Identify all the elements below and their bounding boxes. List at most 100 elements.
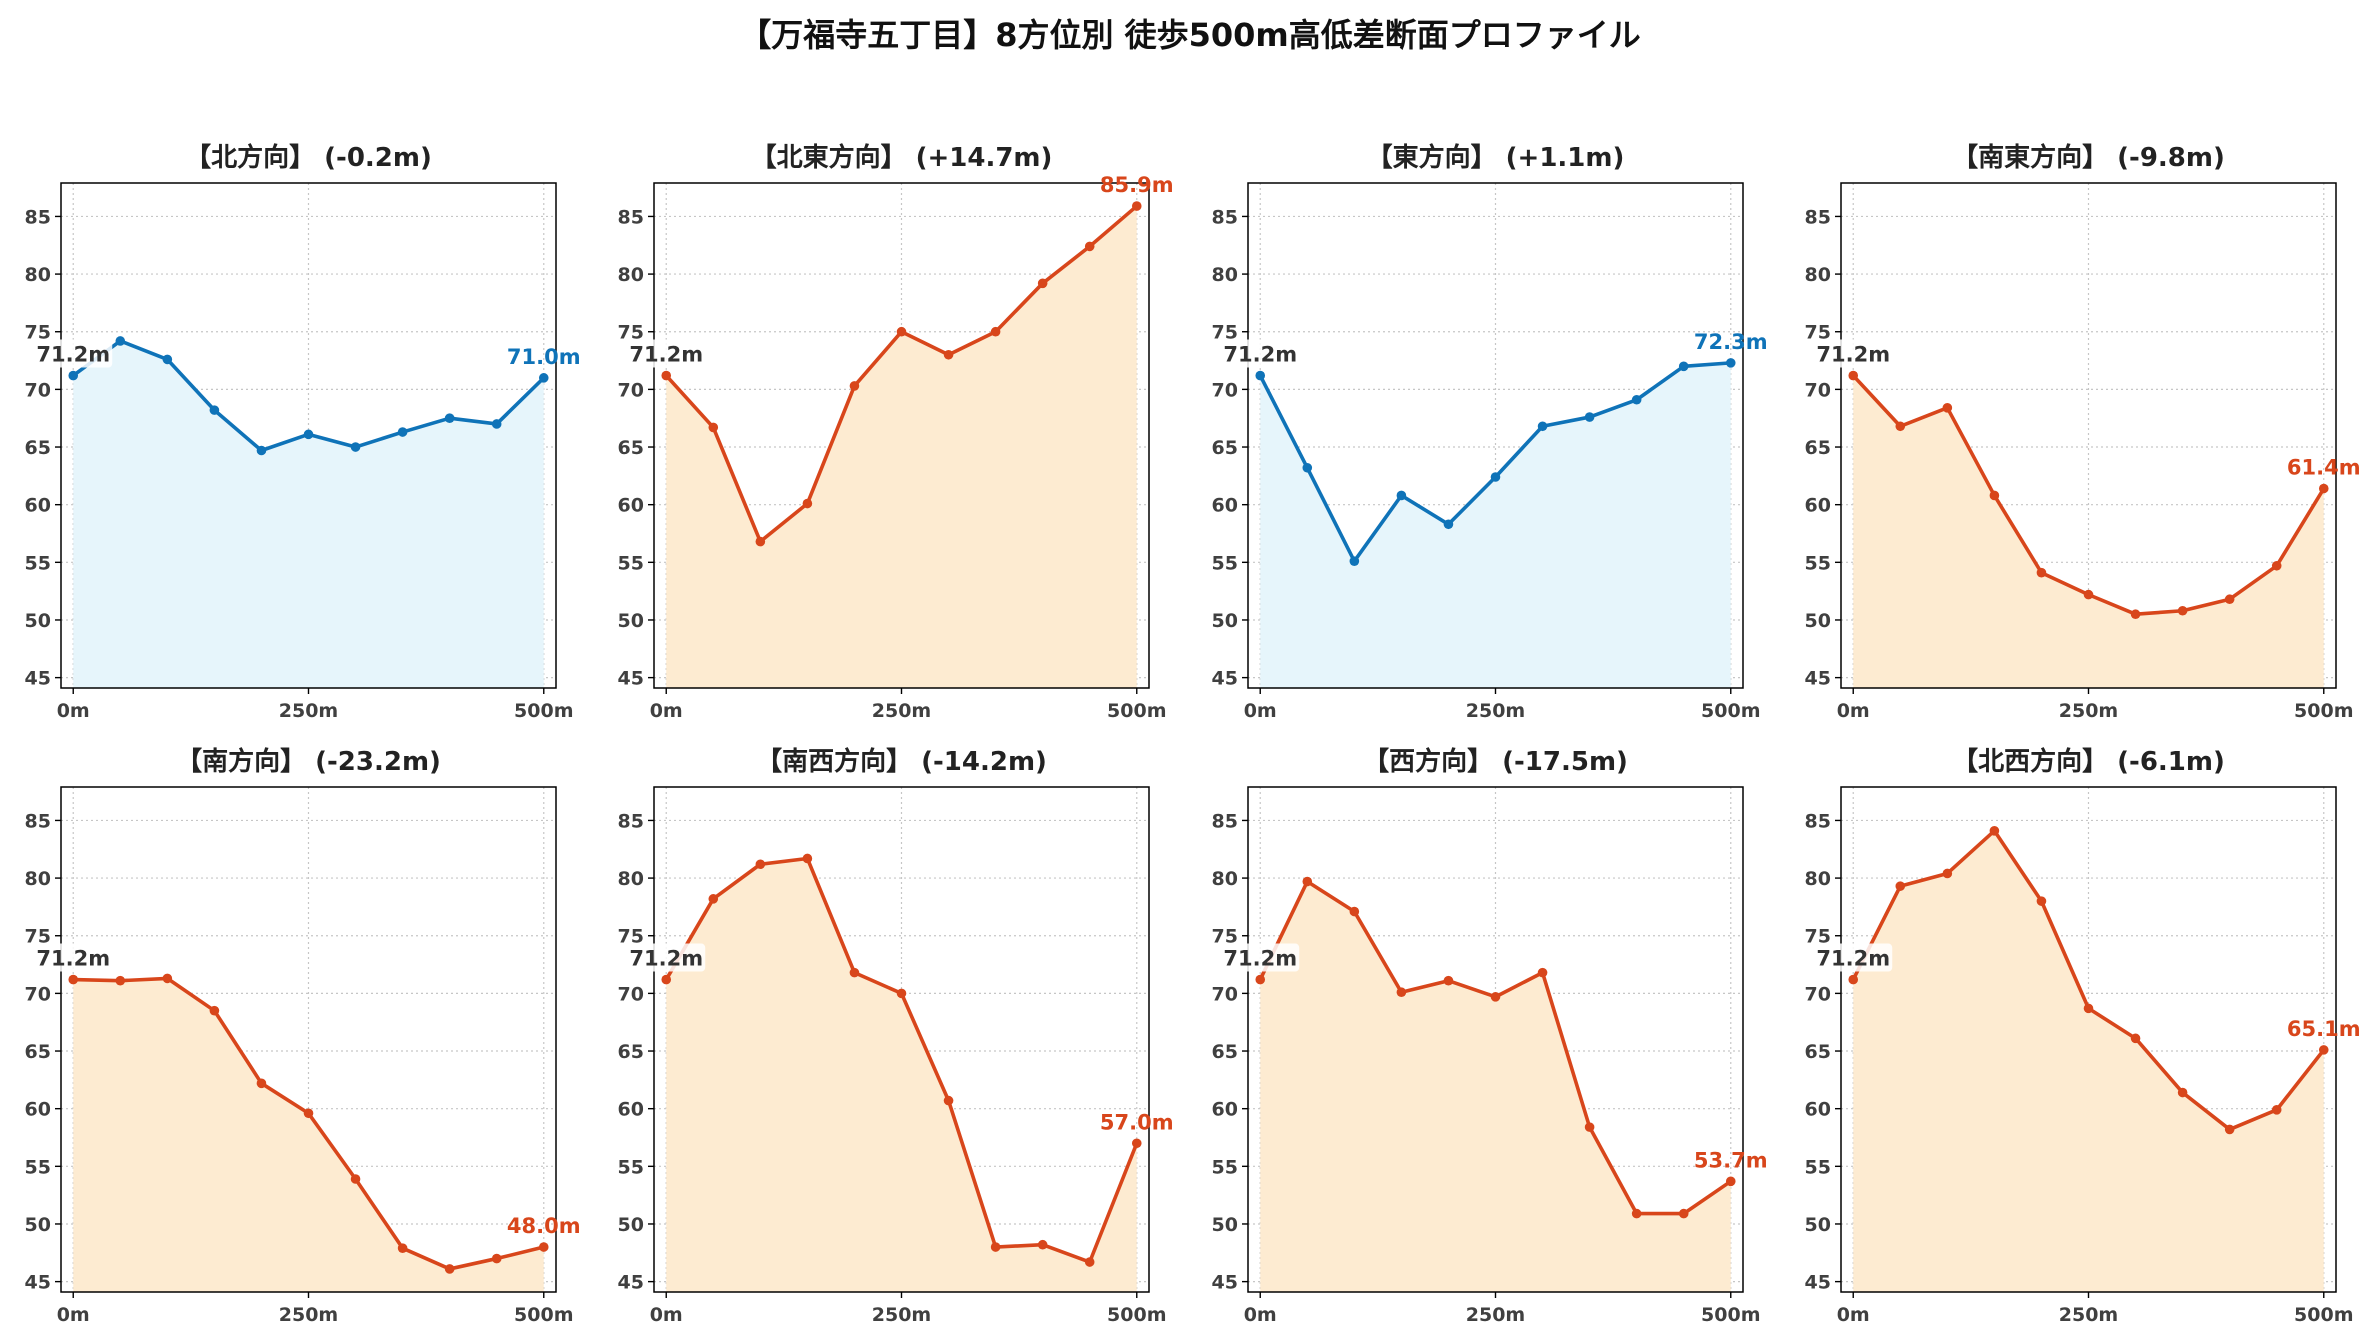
subplot-title: 【北東方向】 (+14.7m) [751,142,1053,173]
y-tick-label: 65 [1805,1041,1831,1063]
start-elevation-label: 71.2m [629,947,703,971]
data-point [943,1095,954,1106]
data-point [1584,412,1595,422]
y-tick-label: 70 [1212,983,1238,1005]
y-tick-label: 80 [25,868,51,890]
y-tick-label: 60 [618,495,644,517]
data-point [1255,370,1266,381]
start-elevation-label: 71.2m [36,343,110,367]
data-point [849,967,860,978]
x-tick-label: 250m [1466,1304,1525,1326]
y-tick-label: 85 [25,206,51,228]
start-label-box [34,339,113,368]
data-point [990,1242,1001,1252]
data-point [802,853,813,864]
x-tick-label: 250m [279,1304,338,1326]
y-tick-label: 45 [25,668,51,690]
data-point [1443,975,1454,986]
data-point [1443,519,1454,530]
data-point [1084,241,1095,252]
y-tick-label: 70 [25,983,51,1005]
start-elevation-label: 71.2m [1223,947,1297,971]
data-point [1848,974,1859,985]
y-tick-label: 70 [1805,379,1831,401]
y-tick-label: 45 [1805,668,1831,690]
x-tick-label: 500m [1107,1304,1166,1326]
subplot-title: 【東方向】 (+1.1m) [1367,142,1625,173]
y-tick-label: 50 [1212,1214,1238,1236]
y-tick-label: 60 [1212,495,1238,517]
data-point [990,326,1001,337]
y-tick-label: 45 [25,1272,51,1294]
y-tick-label: 80 [618,264,644,286]
y-tick-label: 45 [1212,668,1238,690]
data-point [444,413,455,424]
data-point [397,1243,408,1253]
subplot-west: 【西方向】 (-17.5m) 45 50 55 60 65 70 75 80 85 0m 250m 50… [1212,746,1768,1326]
data-point [209,1005,220,1016]
y-tick-label: 70 [618,983,644,1005]
x-tick-label: 250m [872,700,931,722]
start-elevation-label: 71.2m [1816,947,1890,971]
y-tick-label: 60 [25,1099,51,1121]
data-point [1396,490,1407,501]
data-point [1037,1239,1048,1250]
x-tick-label: 500m [1701,700,1760,722]
y-tick-label: 85 [1212,206,1238,228]
y-tick-label: 70 [618,379,644,401]
data-point [1631,1208,1642,1219]
start-elevation-label: 71.2m [1816,343,1890,367]
y-tick-label: 75 [1212,926,1238,948]
subplot-title: 【南西方向】 (-14.2m) [756,746,1047,777]
x-tick-label: 0m [57,700,90,722]
area-fill [73,978,544,1292]
data-point [755,859,766,870]
y-tick-label: 50 [1212,610,1238,632]
x-tick-label: 0m [1837,1304,1870,1326]
x-tick-label: 0m [1244,1304,1277,1326]
y-tick-label: 55 [25,552,51,574]
y-tick-label: 75 [1805,322,1831,344]
data-point [1942,403,1953,413]
y-tick-label: 80 [618,868,644,890]
y-tick-label: 85 [25,810,51,832]
start-label-box [627,339,706,368]
data-point [303,1108,314,1119]
x-tick-label: 0m [1244,700,1277,722]
y-tick-label: 80 [1212,868,1238,890]
y-tick-label: 80 [1805,868,1831,890]
data-point [1989,826,2000,836]
end-elevation-label: 71.0m [507,345,581,369]
data-point [2318,1045,2329,1055]
end-elevation-label: 72.3m [1694,330,1768,354]
subplot-title: 【北方向】 (-0.2m) [185,142,432,173]
y-tick-label: 75 [25,322,51,344]
data-point [1349,906,1360,917]
area-fill [1853,830,2324,1292]
y-tick-label: 65 [1212,1041,1238,1063]
y-tick-label: 80 [25,264,51,286]
subplot-north: 【北方向】 (-0.2m) 45 50 55 60 65 70 75 80 85 0m 250m 500… [25,142,581,722]
x-tick-label: 250m [1466,700,1525,722]
y-tick-label: 50 [25,610,51,632]
area-fill [1260,362,1731,688]
data-point [2271,560,2282,571]
end-elevation-label: 65.1m [2287,1017,2361,1041]
data-point [1895,421,1906,432]
y-tick-label: 85 [618,810,644,832]
data-point [896,988,907,999]
data-point [350,442,361,452]
y-tick-label: 55 [1212,552,1238,574]
end-elevation-label: 53.7m [1694,1148,1768,1172]
x-tick-label: 250m [2059,700,2118,722]
data-point [802,498,813,509]
subplot-title: 【南東方向】 (-9.8m) [1952,142,2225,173]
data-point [256,1078,267,1089]
subplot-title: 【西方向】 (-17.5m) [1363,746,1628,777]
start-elevation-label: 71.2m [1223,343,1297,367]
y-tick-label: 60 [1805,495,1831,517]
y-tick-label: 60 [1212,1099,1238,1121]
x-tick-label: 0m [57,1304,90,1326]
data-point [2177,605,2188,616]
y-tick-label: 65 [25,1041,51,1063]
